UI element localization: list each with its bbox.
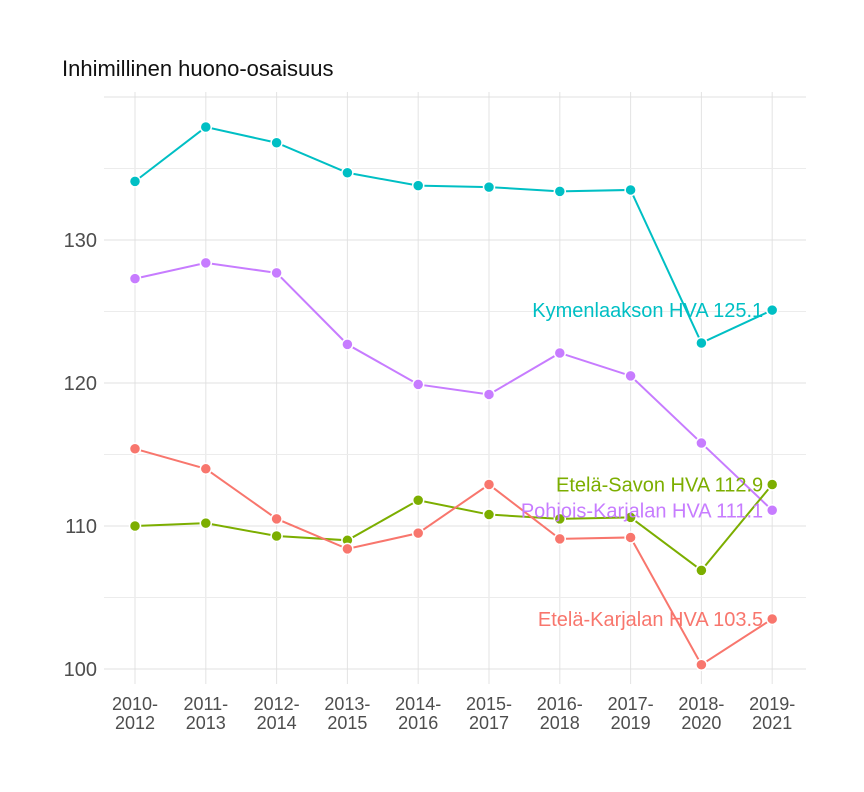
- y-tick-label: 130: [64, 230, 97, 252]
- data-point: [128, 442, 142, 456]
- series-points: [128, 120, 779, 671]
- data-point: [553, 512, 567, 526]
- data-point: [270, 136, 283, 150]
- gridlines: [104, 92, 806, 684]
- data-point: [199, 516, 213, 530]
- data-point: [411, 179, 425, 192]
- x-tick-label: 2013-2015: [324, 694, 370, 733]
- data-point: [624, 511, 637, 524]
- data-point: [624, 531, 637, 544]
- data-point: [695, 564, 708, 577]
- x-tick-label: 2012-2014: [254, 694, 300, 733]
- data-point: [199, 120, 213, 134]
- series-line: [134, 125, 773, 345]
- data-point: [695, 336, 708, 350]
- y-tick-label: 120: [64, 373, 97, 395]
- data-point: [695, 658, 708, 671]
- data-point: [341, 338, 354, 351]
- series-line: [134, 261, 773, 511]
- data-point: [411, 526, 425, 540]
- data-point: [482, 388, 496, 401]
- data-point: [482, 478, 496, 491]
- data-point: [624, 369, 637, 383]
- series-lines: [134, 125, 773, 667]
- data-point: [482, 180, 496, 194]
- x-tick-label: 2010-2012: [112, 694, 158, 733]
- y-tick-label: 100: [64, 659, 97, 681]
- series-end-label: Etelä-Savon HVA 112.9: [556, 475, 763, 497]
- y-axis-ticks: 100 110 120 130: [64, 230, 97, 681]
- x-tick-label: 2018-2020: [678, 694, 724, 733]
- data-point: [128, 519, 142, 533]
- y-tick-label: 110: [65, 516, 97, 538]
- data-point: [553, 346, 567, 360]
- data-point: [341, 166, 354, 180]
- series-end-label: Etelä-Karjalan HVA 103.5: [538, 609, 763, 631]
- data-point: [199, 462, 213, 476]
- data-point: [270, 529, 283, 543]
- data-point: [553, 185, 567, 198]
- x-tick-label: 2011-2013: [183, 694, 228, 733]
- data-point: [199, 256, 213, 270]
- data-point: [341, 542, 354, 556]
- series-line: [134, 447, 773, 667]
- data-point: [482, 508, 496, 521]
- data-point: [128, 272, 142, 285]
- series-end-label: Kymenlaakson HVA 125.1: [532, 300, 763, 322]
- x-tick-label: 2014-2016: [395, 694, 441, 733]
- series-line: [134, 483, 773, 572]
- data-point: [695, 436, 708, 450]
- x-tick-label: 2016-2018: [537, 694, 583, 733]
- data-point: [128, 175, 142, 188]
- x-tick-label: 2019-2021: [749, 694, 795, 733]
- data-point: [553, 532, 567, 546]
- x-tick-label: 2017-2019: [608, 694, 654, 733]
- chart-title: Inhimillinen huono-osaisuus: [62, 56, 334, 81]
- x-tick-label: 2015-2017: [466, 694, 512, 733]
- series-end-labels: Kymenlaakson HVA 125.1 Pohjois-Karjalan H…: [521, 300, 763, 631]
- data-point: [765, 303, 779, 317]
- x-axis-ticks: 2010-2012 2011-2013 2012-2014 2013-2015 2014…: [112, 694, 795, 733]
- data-point: [624, 183, 637, 197]
- data-point: [270, 266, 283, 280]
- data-point: [411, 378, 425, 391]
- data-point: [765, 478, 779, 491]
- data-point: [411, 494, 425, 507]
- data-point: [765, 504, 779, 517]
- data-point: [270, 512, 283, 526]
- data-point: [765, 612, 779, 626]
- series-end-label: Pohjois-Karjalan HVA 111.1: [521, 500, 763, 522]
